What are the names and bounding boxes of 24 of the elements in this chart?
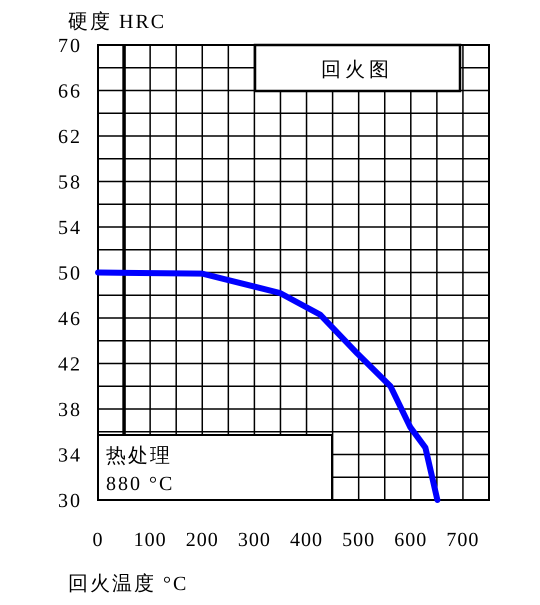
y-tick-label: 58 bbox=[58, 172, 82, 194]
y-tick-label: 38 bbox=[58, 399, 82, 421]
x-tick-label: 500 bbox=[342, 529, 376, 551]
y-tick-label: 42 bbox=[58, 354, 82, 376]
y-tick-label: 54 bbox=[58, 217, 82, 239]
y-tick-label: 62 bbox=[58, 126, 82, 148]
annotation: 880 °C bbox=[106, 473, 174, 495]
y-tick-label: 34 bbox=[58, 444, 82, 466]
x-tick-label: 300 bbox=[238, 529, 271, 551]
x-tick-label: 700 bbox=[446, 529, 480, 551]
y-tick-label: 50 bbox=[58, 262, 82, 284]
text: 回火图 bbox=[321, 59, 393, 81]
x-tick-label: 600 bbox=[394, 529, 428, 551]
x-tick-label: 200 bbox=[186, 529, 219, 551]
annotation: 热处理 bbox=[106, 445, 172, 467]
x-tick-label: 400 bbox=[290, 529, 324, 551]
y-tick-label: 66 bbox=[58, 80, 82, 102]
y-tick-label: 46 bbox=[58, 308, 82, 330]
x-tick-label: 100 bbox=[134, 529, 167, 551]
y-axis-title: 硬度 HRC bbox=[68, 11, 166, 33]
y-tick-label: 30 bbox=[58, 490, 82, 512]
x-tick-label: 0 bbox=[92, 529, 104, 551]
x-axis-title: 回火温度 °C bbox=[68, 573, 188, 595]
y-tick-label: 70 bbox=[58, 35, 82, 57]
